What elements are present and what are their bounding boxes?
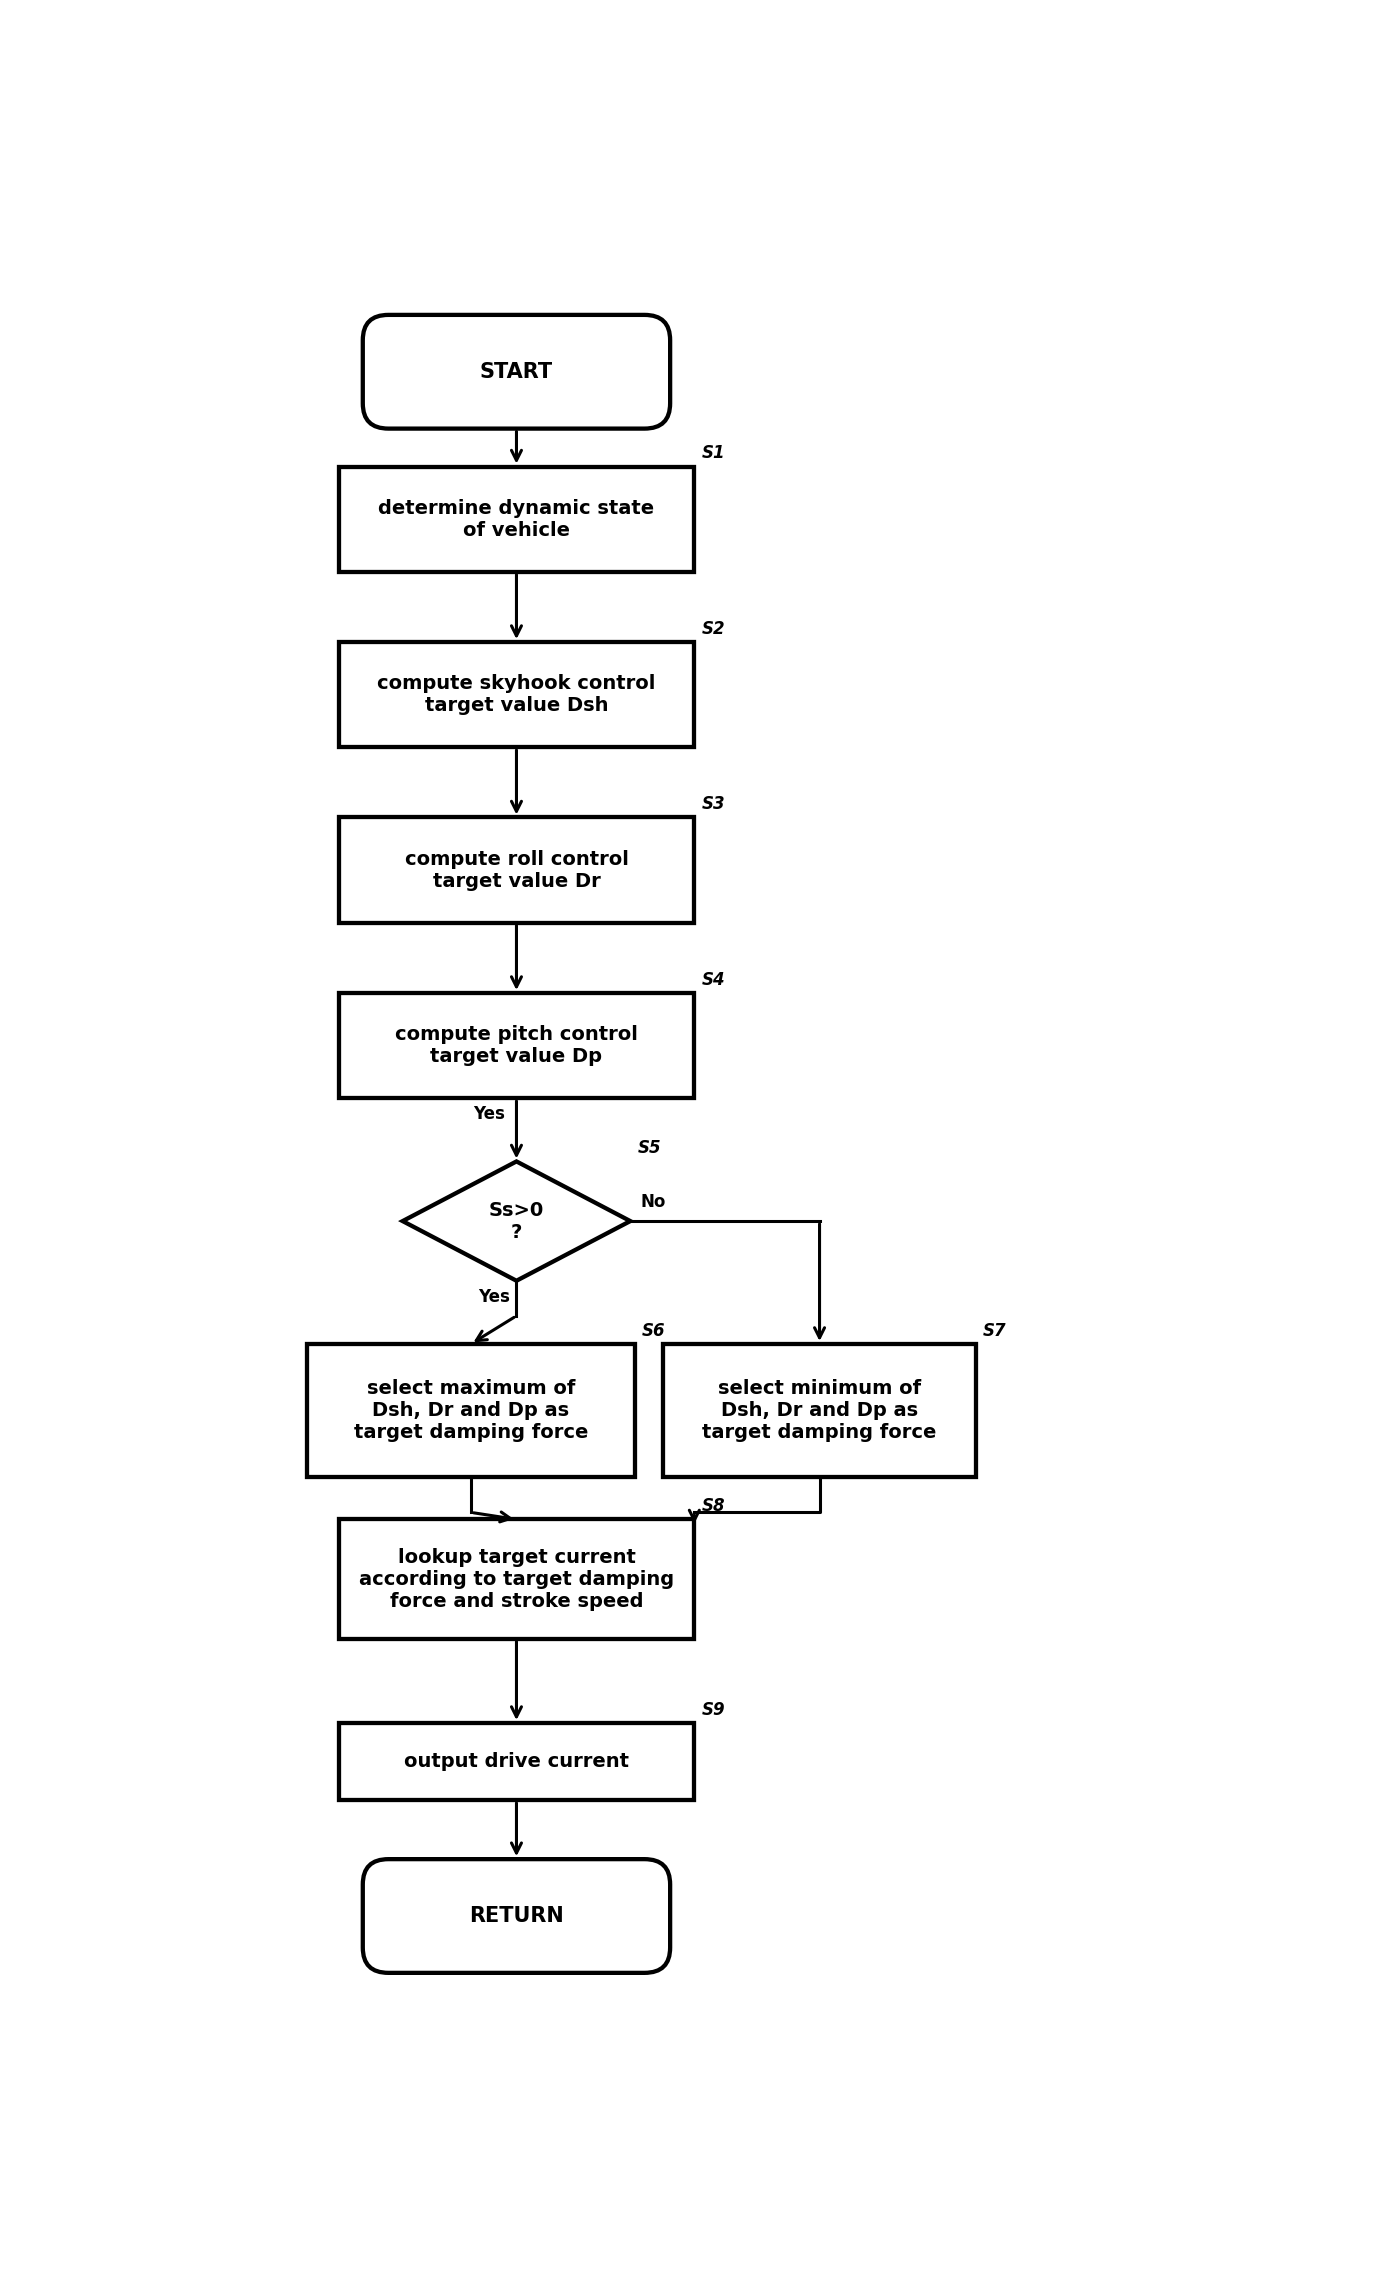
Text: S4: S4	[701, 971, 726, 989]
Text: Yes: Yes	[474, 1105, 505, 1124]
Bar	[339, 643, 694, 748]
Text: S6: S6	[642, 1322, 665, 1340]
Bar	[339, 467, 694, 572]
Text: select maximum of
Dsh, Dr and Dp as
target damping force: select maximum of Dsh, Dr and Dp as targ…	[354, 1379, 588, 1443]
FancyBboxPatch shape	[362, 315, 671, 428]
Text: output drive current: output drive current	[403, 1753, 629, 1771]
Bar	[307, 1345, 635, 1477]
Text: START: START	[481, 362, 554, 383]
Bar	[339, 818, 694, 923]
Text: RETURN: RETURN	[470, 1905, 563, 1926]
Text: S5: S5	[638, 1140, 661, 1158]
Text: select minimum of
Dsh, Dr and Dp as
target damping force: select minimum of Dsh, Dr and Dp as targ…	[702, 1379, 936, 1443]
FancyBboxPatch shape	[362, 1860, 671, 1974]
Text: S8: S8	[701, 1497, 726, 1516]
Bar	[664, 1345, 976, 1477]
Text: Ss>0
?: Ss>0 ?	[489, 1201, 544, 1242]
Text: S3: S3	[701, 795, 726, 814]
Bar	[339, 1520, 694, 1639]
Text: Yes: Yes	[478, 1288, 509, 1306]
Text: S7: S7	[983, 1322, 1007, 1340]
Bar	[339, 994, 694, 1098]
Text: S1: S1	[701, 444, 726, 463]
Text: No: No	[640, 1194, 665, 1210]
Text: compute roll control
target value Dr: compute roll control target value Dr	[405, 850, 628, 891]
Text: S2: S2	[701, 620, 726, 638]
Bar	[339, 1723, 694, 1800]
Text: compute pitch control
target value Dp: compute pitch control target value Dp	[395, 1026, 638, 1067]
Polygon shape	[402, 1162, 631, 1281]
Text: determine dynamic state
of vehicle: determine dynamic state of vehicle	[379, 499, 654, 540]
Text: compute skyhook control
target value Dsh: compute skyhook control target value Dsh	[377, 675, 655, 716]
Text: S9: S9	[701, 1700, 726, 1718]
Text: lookup target current
according to target damping
force and stroke speed: lookup target current according to targe…	[359, 1547, 673, 1611]
